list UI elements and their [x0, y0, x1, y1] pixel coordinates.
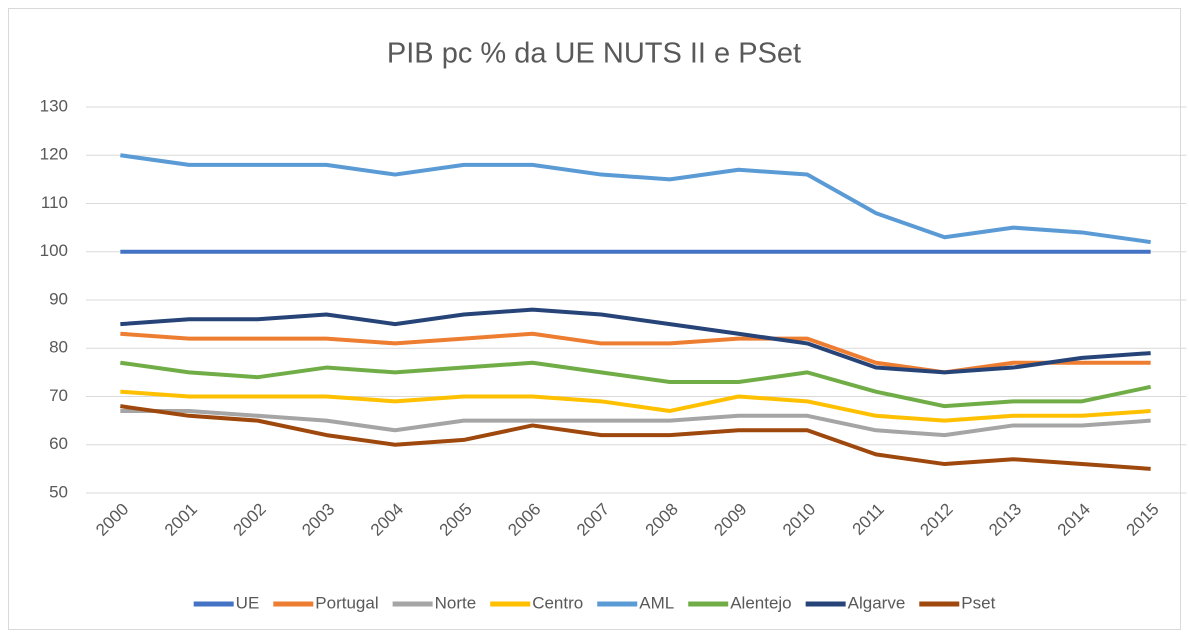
- series-line: [120, 389, 1151, 423]
- legend-label: Centro: [532, 593, 583, 612]
- series-line: [120, 360, 1152, 409]
- y-tick-label: 50: [49, 482, 68, 501]
- y-tick-label: 130: [40, 96, 68, 115]
- legend-label: UE: [236, 593, 260, 612]
- series-line: [120, 153, 1151, 245]
- series-line: [120, 331, 1151, 375]
- legend-label: Pset: [961, 593, 995, 612]
- y-tick-label: 120: [40, 145, 68, 164]
- legend-label: Norte: [435, 593, 477, 612]
- legend-label: Portugal: [315, 593, 378, 612]
- series-line: [120, 404, 1151, 471]
- series-line: [120, 307, 1151, 375]
- legend-label: Algarve: [848, 593, 906, 612]
- chart-title: PIB pc % da UE NUTS II e PSet: [387, 38, 801, 70]
- legend-label: AML: [639, 593, 674, 612]
- legend-label: Alentejo: [730, 593, 791, 612]
- y-tick-label: 70: [49, 386, 68, 405]
- y-tick-label: 110: [41, 193, 68, 212]
- y-tick-label: 60: [49, 434, 68, 453]
- series-line: [120, 408, 1151, 438]
- y-tick-label: 90: [49, 289, 68, 308]
- y-tick-label: 100: [40, 241, 68, 260]
- y-tick-label: 80: [49, 338, 68, 357]
